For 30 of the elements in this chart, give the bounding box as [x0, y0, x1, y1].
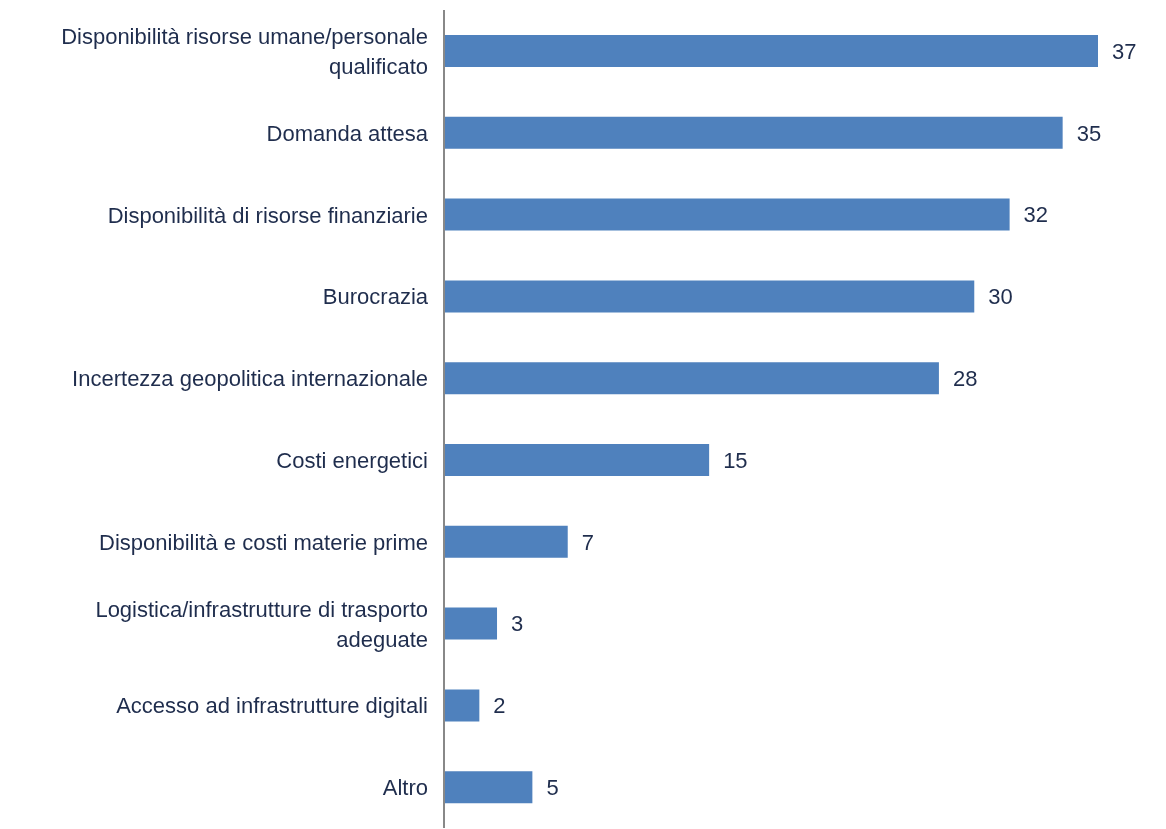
data-label: 32	[1023, 202, 1049, 228]
bar	[444, 35, 1098, 67]
bar	[444, 689, 480, 722]
y-tick-label: Incertezza geopolitica internazionale	[72, 365, 428, 391]
y-tick-label: Logistica/infrastrutture di trasporto adeguate	[95, 596, 428, 651]
y-tick-label: Disponibilità di risorse finanziarie	[107, 202, 428, 227]
data-label: 35	[1076, 120, 1102, 146]
bar	[444, 607, 498, 640]
bar	[444, 525, 568, 558]
data-label: 5	[546, 775, 559, 801]
y-tick-label: Burocrazia	[322, 283, 429, 309]
bar	[444, 116, 1063, 149]
y-tick-label: Altro	[382, 774, 428, 800]
y-tick-label: Disponibilità risorse umane/personale qualificato	[61, 23, 428, 79]
y-tick-label: Domanda attesa	[266, 120, 429, 146]
y-tick-label: Accesso ad infrastrutture digitali	[116, 692, 428, 718]
data-label: 30	[988, 284, 1013, 310]
bar	[444, 444, 710, 476]
y-tick-label: Costi energetici	[276, 447, 428, 473]
bar	[444, 198, 1010, 231]
data-label: 2	[493, 693, 506, 719]
data-label: 15	[723, 447, 748, 473]
data-label: 7	[581, 529, 594, 555]
data-label: 37	[1112, 38, 1137, 64]
bar	[444, 362, 939, 395]
bar	[444, 280, 975, 313]
bar	[444, 771, 533, 804]
data-label: 28	[952, 366, 978, 392]
y-tick-label: Disponibilità e costi materie prime	[99, 529, 428, 555]
data-label: 3	[511, 611, 524, 637]
